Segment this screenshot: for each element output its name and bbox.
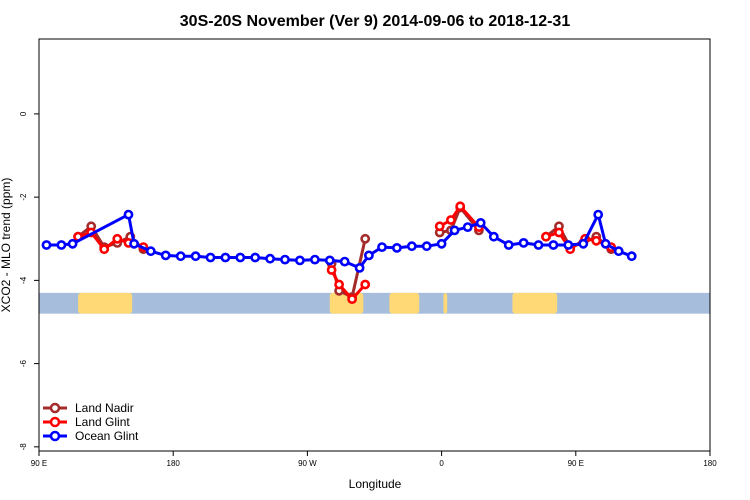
land-span-4: [512, 292, 558, 314]
legend-label-land-nadir: Land Nadir: [75, 401, 134, 415]
legend-marker-land-glint: [49, 416, 61, 428]
x-tick-label-1: 180: [167, 459, 181, 468]
y-tick-label-0: -8: [19, 443, 28, 451]
point-ocean-glint-0-0: [41, 240, 52, 250]
point-ocean-glint-0-27: [462, 222, 473, 232]
point-land-nadir-1-3: [360, 233, 371, 244]
point-ocean-glint-0-2: [67, 238, 78, 249]
point-ocean-glint-0-19: [354, 262, 365, 273]
ocean-band: [39, 292, 710, 314]
point-ocean-glint-0-13: [265, 253, 275, 264]
point-ocean-glint-0-31: [518, 237, 529, 248]
point-ocean-glint-0-37: [600, 238, 611, 249]
point-ocean-glint-0-36: [593, 209, 604, 220]
point-ocean-glint-0-3: [123, 209, 134, 220]
plot-frame: [38, 38, 711, 452]
point-ocean-glint-0-23: [406, 241, 417, 252]
point-ocean-glint-0-29: [488, 231, 499, 242]
point-ocean-glint-0-6: [160, 250, 171, 261]
point-ocean-glint-0-18: [339, 256, 350, 267]
point-ocean-glint-0-33: [548, 240, 559, 250]
y-tick-label-4: 0: [19, 111, 28, 116]
land-span-3: [443, 292, 448, 314]
point-land-glint-0-2: [99, 244, 110, 255]
point-ocean-glint-0-30: [503, 240, 514, 250]
point-land-glint-2-1: [445, 215, 456, 225]
point-ocean-glint-0-15: [294, 255, 305, 266]
legend-marker-land-nadir: [49, 402, 61, 414]
point-land-glint-2-0: [434, 221, 445, 232]
series-line-land-glint-2: [438, 204, 481, 229]
x-tick-label-2: 90 W: [298, 459, 317, 468]
point-ocean-glint-0-4: [129, 238, 139, 249]
land-span-2: [389, 292, 420, 314]
land-ocean-band: [39, 292, 710, 314]
point-ocean-glint-0-21: [377, 242, 387, 252]
point-ocean-glint-0-34: [563, 240, 574, 250]
legend-label-ocean-glint: Ocean Glint: [75, 429, 139, 443]
series-line-ocean-glint-0: [46, 213, 633, 270]
point-ocean-glint-0-25: [436, 238, 447, 249]
y-tick-label-3: -2: [19, 193, 28, 201]
point-land-glint-3-1: [554, 227, 564, 238]
x-tick-label-4: 90 E: [568, 459, 584, 468]
series-line-land-glint-1: [330, 269, 367, 301]
land-span-0: [78, 292, 133, 314]
point-land-glint-3-4: [591, 235, 602, 246]
point-land-glint-3-0: [541, 231, 551, 242]
point-land-glint-1-1: [334, 279, 344, 290]
point-ocean-glint-0-26: [449, 225, 460, 236]
y-axis-label: XCO2 - MLO trend (ppm): [0, 178, 13, 313]
point-ocean-glint-0-24: [421, 241, 432, 252]
x-tick-label-3: 0: [439, 459, 444, 468]
point-ocean-glint-0-39: [626, 251, 637, 262]
x-tick-label-5: 180: [703, 459, 717, 468]
point-ocean-glint-0-7: [175, 251, 186, 262]
point-land-glint-0-3: [112, 233, 123, 244]
point-ocean-glint-0-28: [475, 217, 486, 228]
point-land-glint-1-3: [360, 279, 371, 290]
x-tick-label-0: 90 E: [31, 459, 47, 468]
point-ocean-glint-0-20: [363, 250, 374, 261]
point-ocean-glint-0-10: [220, 252, 231, 263]
y-tick-label-2: -4: [19, 276, 28, 284]
point-ocean-glint-0-32: [533, 240, 544, 250]
x-axis: 90 E 180 90 W 0 90 E 180: [31, 451, 717, 468]
series-layer: [41, 201, 637, 304]
y-axis: -8 -6 -4 -2 0: [19, 111, 39, 450]
point-ocean-glint-0-16: [309, 254, 320, 265]
legend: Land Nadir Land Glint Ocean Glint: [43, 401, 139, 443]
point-ocean-glint-0-38: [613, 246, 624, 257]
point-ocean-glint-0-35: [578, 238, 589, 249]
point-ocean-glint-0-5: [145, 246, 156, 257]
x-axis-label: Longitude: [349, 477, 402, 491]
point-land-glint-2-2: [455, 201, 466, 212]
point-ocean-glint-0-9: [205, 252, 216, 263]
point-ocean-glint-0-1: [56, 240, 67, 250]
y-tick-label-1: -6: [19, 359, 28, 367]
point-ocean-glint-0-22: [391, 242, 402, 253]
legend-marker-ocean-glint: [49, 430, 61, 442]
point-ocean-glint-0-12: [250, 252, 261, 263]
point-ocean-glint-0-17: [324, 255, 335, 266]
point-ocean-glint-0-14: [280, 254, 290, 265]
chart-title: 30S-20S November (Ver 9) 2014-09-06 to 2…: [180, 13, 571, 30]
point-land-glint-1-0: [326, 265, 337, 275]
point-ocean-glint-0-8: [190, 251, 201, 262]
point-land-glint-1-2: [347, 294, 357, 304]
legend-label-land-glint: Land Glint: [75, 415, 130, 429]
point-ocean-glint-0-11: [235, 252, 246, 263]
